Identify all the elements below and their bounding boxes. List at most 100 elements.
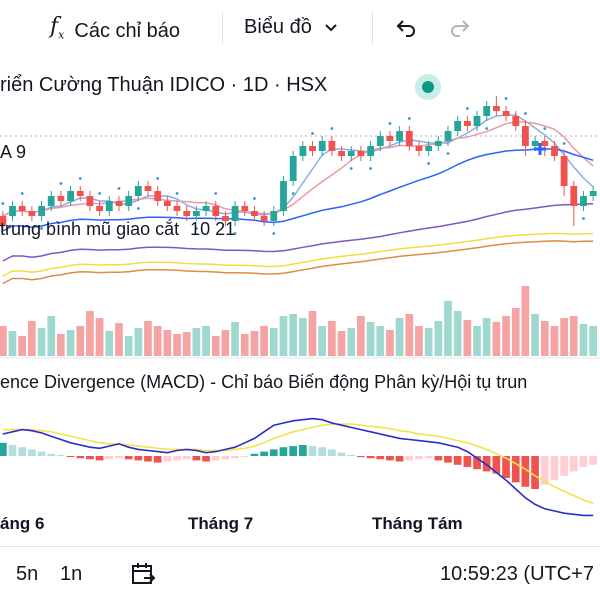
candle [115,201,123,206]
macd-histogram-bar [560,456,568,476]
candle [522,126,529,146]
candle [541,141,549,146]
candle [47,196,55,206]
macd-histogram-bar [134,456,143,461]
macd-histogram-bar [502,456,510,478]
redo-icon[interactable] [448,16,472,45]
sar-dot [194,227,198,230]
sar-dot [1,202,5,205]
macd-signal-line [2,423,594,505]
undo-icon[interactable] [394,16,418,45]
volume-bar [173,334,181,356]
macd-histogram-bar [37,451,46,456]
candle [260,216,268,221]
macd-histogram-bar [328,449,336,456]
candle [309,146,316,151]
macd-histogram-bar [511,456,520,483]
ema-cross-params: 10 21 [190,219,236,239]
candle [105,201,113,211]
candle [502,111,510,116]
macd-histogram-bar [28,449,36,456]
sar-dot [543,127,547,130]
candle [289,156,297,181]
macd-histogram-bar [95,456,104,461]
indicators-button[interactable]: fx Các chỉ báo [50,14,180,48]
candle [531,141,539,146]
macd-histogram-bar [308,446,317,456]
ema-cross-legend: trung bình mũ giao cắt 10 21 [0,219,235,240]
range-5n-button[interactable]: 5n [16,563,39,585]
candle [183,211,191,216]
volume-bar [473,326,481,356]
macd-histogram-bar [357,456,365,458]
volume-bar [328,321,336,356]
sar-dot [369,167,372,170]
macd-histogram-bar [376,456,385,460]
candle [57,196,65,201]
sar-dot [524,112,527,115]
sar-dot [311,132,314,135]
macd-histogram-bar [211,456,220,461]
volume-bar [221,330,230,356]
candle [483,106,491,116]
macd-histogram-bar [192,456,201,461]
macd-histogram-bar [289,446,297,456]
macd-histogram-bar [366,456,375,459]
candle [144,186,152,191]
volume-bar [511,308,520,356]
candle [76,191,84,196]
volume-bar [531,314,539,356]
ema-slow-line [2,203,594,262]
volume-bar [144,321,152,356]
ema-fast-line [2,148,594,232]
volume-bar [550,326,559,356]
clock-timezone[interactable]: 10:59:23 (UTC+7 [440,563,594,585]
macd-histogram-bar [153,456,162,463]
sar-dot [446,152,450,155]
macd-histogram-bar [66,456,75,458]
range-1n-button[interactable]: 1n [60,563,83,585]
price-chart[interactable] [0,56,600,546]
sar-dot [291,192,295,195]
macd-histogram-bar [8,445,17,456]
macd-histogram-bar [0,442,7,456]
candle [134,186,142,196]
sar-dot [562,142,566,145]
volume-bar [250,331,259,356]
candle [280,181,287,211]
volume-bar [540,321,549,356]
chart-type-button[interactable]: Biểu đồ [244,14,338,40]
chart-pane[interactable]: riển Cường Thuận IDICO · 1D · HSX A 9 tr… [0,56,600,546]
macd-histogram-bar [269,449,278,456]
candle [96,206,103,211]
candle [251,211,258,216]
volume-bar [318,326,326,356]
volume-bar [589,326,597,356]
candle [67,191,74,201]
macd-histogram-bar [173,456,181,461]
macd-histogram-bar [395,456,404,462]
volume-bar [279,316,288,356]
volume-bar [405,314,414,356]
candle [318,141,326,151]
top-toolbar: fx Các chỉ báo Biểu đồ [0,0,600,57]
volume-bar [202,326,210,356]
sar-dot [427,162,431,165]
candle [270,211,278,221]
macd-histogram-bar [318,447,326,456]
volume-bar [386,330,394,356]
calendar-icon[interactable] [130,561,156,592]
candle [405,131,413,146]
volume-bar [569,316,578,356]
sar-dot [407,117,411,120]
symbol-title: riển Cường Thuận IDICO · 1D · HSX [0,74,328,96]
macd-histogram-bar [240,456,249,458]
candle [396,131,403,141]
candle [231,206,239,221]
volume-bar [560,318,568,356]
candle [347,151,355,156]
candle [0,216,7,226]
volume-bar [357,316,365,356]
volume-bar [86,311,94,356]
volume-bar [115,323,123,356]
